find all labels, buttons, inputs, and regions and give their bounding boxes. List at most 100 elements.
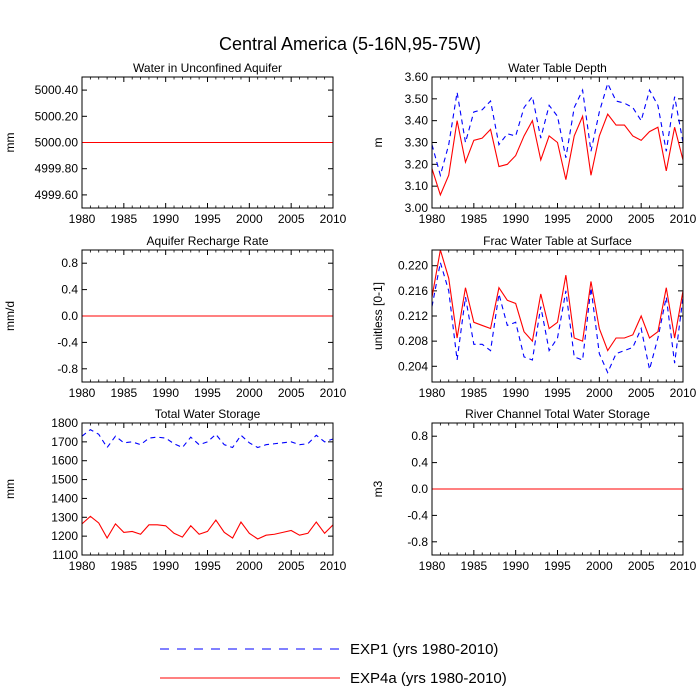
- panel-3-ytick-label: 0.0: [61, 309, 78, 323]
- panel-4-ytick-label: 0.204: [398, 359, 428, 373]
- panel-3: Aquifer Recharge Rate mm/d 1980 1985 1990 199…: [3, 234, 347, 400]
- panel-4-series-exp1: [431, 262, 684, 374]
- panel-3-xtick-label: 2010: [320, 386, 347, 400]
- panel-1-ytick-label: 5000.40: [35, 83, 79, 97]
- panel-5-xtick-label: 2005: [278, 559, 305, 573]
- panel-5-ytick-label: 1500: [51, 473, 78, 487]
- panel-1-ytick-label: 4999.80: [35, 162, 79, 176]
- panel-3-xtick-label: 2000: [236, 386, 263, 400]
- panel-4-xtick-label: 2000: [586, 386, 613, 400]
- panel-1-ytick-label: 5000.00: [35, 136, 79, 150]
- panels-group: Water in Unconfined Aquifer mm 1980 1985 199…: [3, 61, 697, 573]
- panel-6-ytick-label: -0.8: [407, 535, 428, 549]
- panel-6-xtick-label: 1995: [544, 559, 571, 573]
- panel-1-xtick-label: 1985: [110, 212, 137, 226]
- legend-item-exp4a: EXP4a (yrs 1980-2010): [160, 670, 507, 687]
- panel-2-ytick-label: 3.60: [405, 70, 429, 84]
- panel-5-xtick-label: 2010: [320, 559, 347, 573]
- panel-1-title: Water in Unconfined Aquifer: [133, 61, 282, 75]
- panel-6-xtick-label: 1980: [419, 559, 446, 573]
- panel-6-xtick-label: 1990: [502, 559, 529, 573]
- panel-5-xtick-label: 1980: [69, 559, 96, 573]
- panel-2-xtick-label: 1985: [460, 212, 487, 226]
- panel-3-xtick-label: 2005: [278, 386, 305, 400]
- panel-5-ytick-label: 1400: [51, 491, 78, 505]
- panel-5-xtick-label: 1985: [110, 559, 137, 573]
- panel-6-ytick-label: 0.8: [411, 429, 428, 443]
- panel-6-xtick-label: 2005: [628, 559, 655, 573]
- panel-6-title: River Channel Total Water Storage: [465, 407, 650, 421]
- panel-6-ylabel: m3: [371, 480, 385, 497]
- panel-1: Water in Unconfined Aquifer mm 1980 1985 199…: [3, 61, 347, 226]
- panel-3-xtick-label: 1980: [69, 386, 96, 400]
- panel-1-xtick-label: 1990: [152, 212, 179, 226]
- panel-5-ytick-label: 1100: [52, 548, 78, 562]
- panel-6-frame: [431, 422, 684, 556]
- panel-6-xtick-label: 2010: [670, 559, 697, 573]
- panel-1-ytick-label: 5000.20: [35, 109, 79, 123]
- panel-2-xtick-label: 1990: [502, 212, 529, 226]
- panel-4-ylabel: unitless [0-1]: [371, 282, 385, 350]
- panel-5-xtick-label: 1995: [194, 559, 221, 573]
- panel-5-title: Total Water Storage: [155, 407, 261, 421]
- panel-2: Water Table Depth m 1980 1985 1990 1995 2000 20…: [371, 61, 697, 226]
- panel-6-ytick-label: 0.4: [411, 456, 428, 470]
- panel-2-xtick-label: 1980: [419, 212, 446, 226]
- panel-6-xtick-label: 1985: [460, 559, 487, 573]
- panel-5-frame: [81, 422, 334, 556]
- panel-2-ytick-label: 3.00: [405, 201, 429, 215]
- panel-5-ytick-label: 1300: [51, 510, 78, 524]
- panel-2-ylabel: m: [371, 138, 385, 148]
- panel-6-ytick-label: 0.0: [411, 482, 428, 496]
- panel-2-ytick-label: 3.50: [405, 92, 429, 106]
- panel-2-series-exp1: [431, 82, 684, 178]
- legend-item-exp1: EXP1 (yrs 1980-2010): [160, 641, 498, 658]
- panel-1-ylabel: mm: [3, 133, 17, 153]
- panel-5-series-exp1: [81, 428, 334, 449]
- panel-4-xtick-label: 1990: [502, 386, 529, 400]
- panel-3-ytick-label: 0.8: [61, 256, 78, 270]
- legend: EXP1 (yrs 1980-2010) EXP4a (yrs 1980-2010…: [160, 641, 507, 687]
- panel-4-ytick-label: 0.220: [398, 259, 428, 273]
- panel-6-xtick-label: 2000: [586, 559, 613, 573]
- panel-4-xtick-label: 1985: [460, 386, 487, 400]
- panel-2-ytick-label: 3.10: [405, 179, 429, 193]
- panel-2-frame: [431, 76, 684, 209]
- panel-4-ytick-label: 0.212: [398, 309, 428, 323]
- panel-2-xtick-label: 2000: [586, 212, 613, 226]
- legend-label-exp1: EXP1 (yrs 1980-2010): [350, 641, 498, 658]
- panel-5-ytick-label: 1600: [51, 454, 78, 468]
- panel-1-xtick-label: 2005: [278, 212, 305, 226]
- panel-3-ytick-label: -0.4: [57, 335, 78, 349]
- panel-6-ytick-label: -0.4: [407, 508, 428, 522]
- panel-2-xtick-label: 1995: [544, 212, 571, 226]
- panel-3-ytick-label: 0.4: [61, 283, 78, 297]
- panel-5-ytick-label: 1800: [51, 416, 78, 430]
- panel-6: River Channel Total Water Storage m3 1980 1…: [371, 407, 697, 573]
- panel-4-frame: [431, 249, 684, 383]
- panel-3-xtick-label: 1995: [194, 386, 221, 400]
- panel-3-xtick-label: 1990: [152, 386, 179, 400]
- panel-5-ytick-label: 1700: [51, 435, 78, 449]
- panel-3-title: Aquifer Recharge Rate: [146, 234, 268, 248]
- panel-1-ytick-label: 4999.60: [35, 188, 79, 202]
- panel-1-xtick-label: 2010: [320, 212, 347, 226]
- panel-4-xtick-label: 1980: [419, 386, 446, 400]
- panel-2-series-exp4a: [431, 113, 684, 197]
- panel-4-ytick-label: 0.208: [398, 334, 428, 348]
- panel-5-series-exp4a: [81, 515, 334, 540]
- panel-3-xtick-label: 1985: [110, 386, 137, 400]
- panel-4-series-exp4a: [431, 249, 684, 352]
- panel-4-ytick-label: 0.216: [398, 284, 428, 298]
- panel-2-xtick-label: 2010: [670, 212, 697, 226]
- panel-4-xtick-label: 2005: [628, 386, 655, 400]
- panel-5-xtick-label: 2000: [236, 559, 263, 573]
- legend-label-exp4a: EXP4a (yrs 1980-2010): [350, 670, 507, 687]
- panel-3-ylabel: mm/d: [3, 301, 17, 331]
- panel-5-ytick-label: 1200: [51, 529, 78, 543]
- panel-2-title: Water Table Depth: [508, 61, 607, 75]
- panel-1-xtick-label: 1980: [69, 212, 96, 226]
- panel-5-ylabel: mm: [3, 479, 17, 499]
- panel-5: Total Water Storage mm 1980 1985 1990 1995 200…: [3, 407, 347, 573]
